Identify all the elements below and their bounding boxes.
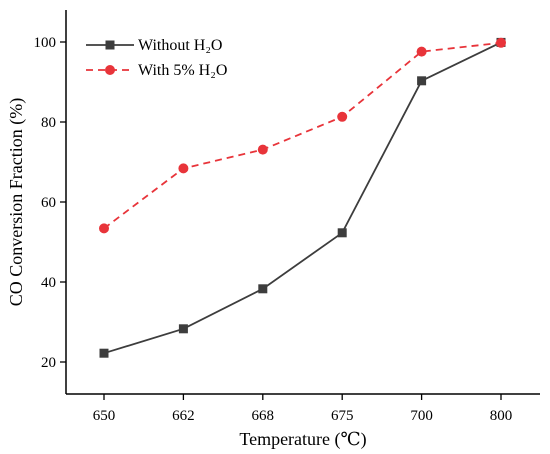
circle-marker	[416, 46, 427, 57]
x-axis-ticks: 650 662 668 675 700 800	[93, 394, 513, 424]
legend-label: With 5% H₂O	[138, 62, 227, 79]
y-tick-label: 40	[41, 275, 56, 291]
series-without-h2o	[99, 37, 506, 358]
circle-marker	[178, 163, 189, 174]
circle-marker	[257, 144, 268, 155]
square-marker	[258, 284, 268, 294]
circle-marker	[337, 111, 348, 122]
legend-label: Without H₂O	[138, 37, 222, 54]
y-tick-label: 60	[41, 195, 56, 211]
square-marker	[417, 76, 427, 86]
circle-marker	[496, 37, 506, 48]
square-marker	[99, 348, 109, 358]
series-layer	[99, 37, 506, 358]
legend-entry: With 5% H₂O	[86, 62, 227, 79]
legend-marker	[105, 40, 115, 50]
x-tick-label: 668	[252, 408, 275, 424]
series-line	[103, 41, 502, 355]
legend: Without H₂O With 5% H₂O	[86, 37, 227, 79]
legend-marker	[105, 65, 115, 75]
circle-marker	[99, 223, 109, 234]
y-tick-label: 20	[41, 355, 56, 371]
x-tick-label: 650	[93, 408, 116, 424]
x-tick-label: 800	[490, 408, 513, 424]
y-axis-ticks: 20 40 60 80 100	[34, 35, 66, 371]
series-with-h2o	[99, 37, 506, 234]
legend-entry: Without H₂O	[86, 37, 222, 54]
square-marker	[178, 324, 188, 334]
x-tick-label: 675	[331, 408, 354, 424]
y-tick-label: 80	[41, 115, 56, 131]
x-tick-label: 700	[410, 408, 433, 424]
x-axis-title: Temperature (℃)	[239, 429, 366, 450]
x-tick-label: 662	[172, 408, 195, 424]
y-axis-title: CO Conversion Fraction (%)	[6, 98, 27, 306]
y-tick-label: 100	[34, 35, 57, 51]
square-marker	[337, 228, 347, 238]
